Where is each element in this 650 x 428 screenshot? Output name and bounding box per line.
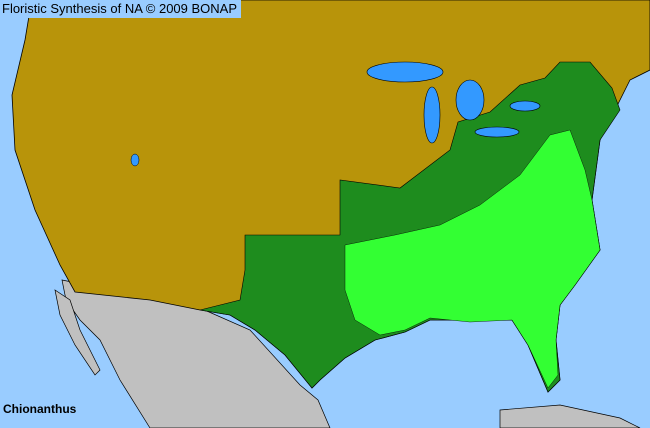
lake-erie — [474, 126, 520, 138]
lake-huron — [455, 79, 485, 121]
lake-ontario — [509, 100, 541, 112]
taxon-label: Chionanthus — [3, 402, 77, 416]
range-county-level — [344, 129, 601, 389]
mexico-land — [61, 279, 331, 428]
great-salt-lake — [130, 153, 140, 167]
cuba — [499, 404, 641, 428]
lake-michigan — [423, 86, 441, 144]
map-title: Floristic Synthesis of NA © 2009 BONAP — [0, 0, 242, 18]
mexico-baja — [54, 289, 101, 376]
lake-superior — [366, 61, 444, 83]
